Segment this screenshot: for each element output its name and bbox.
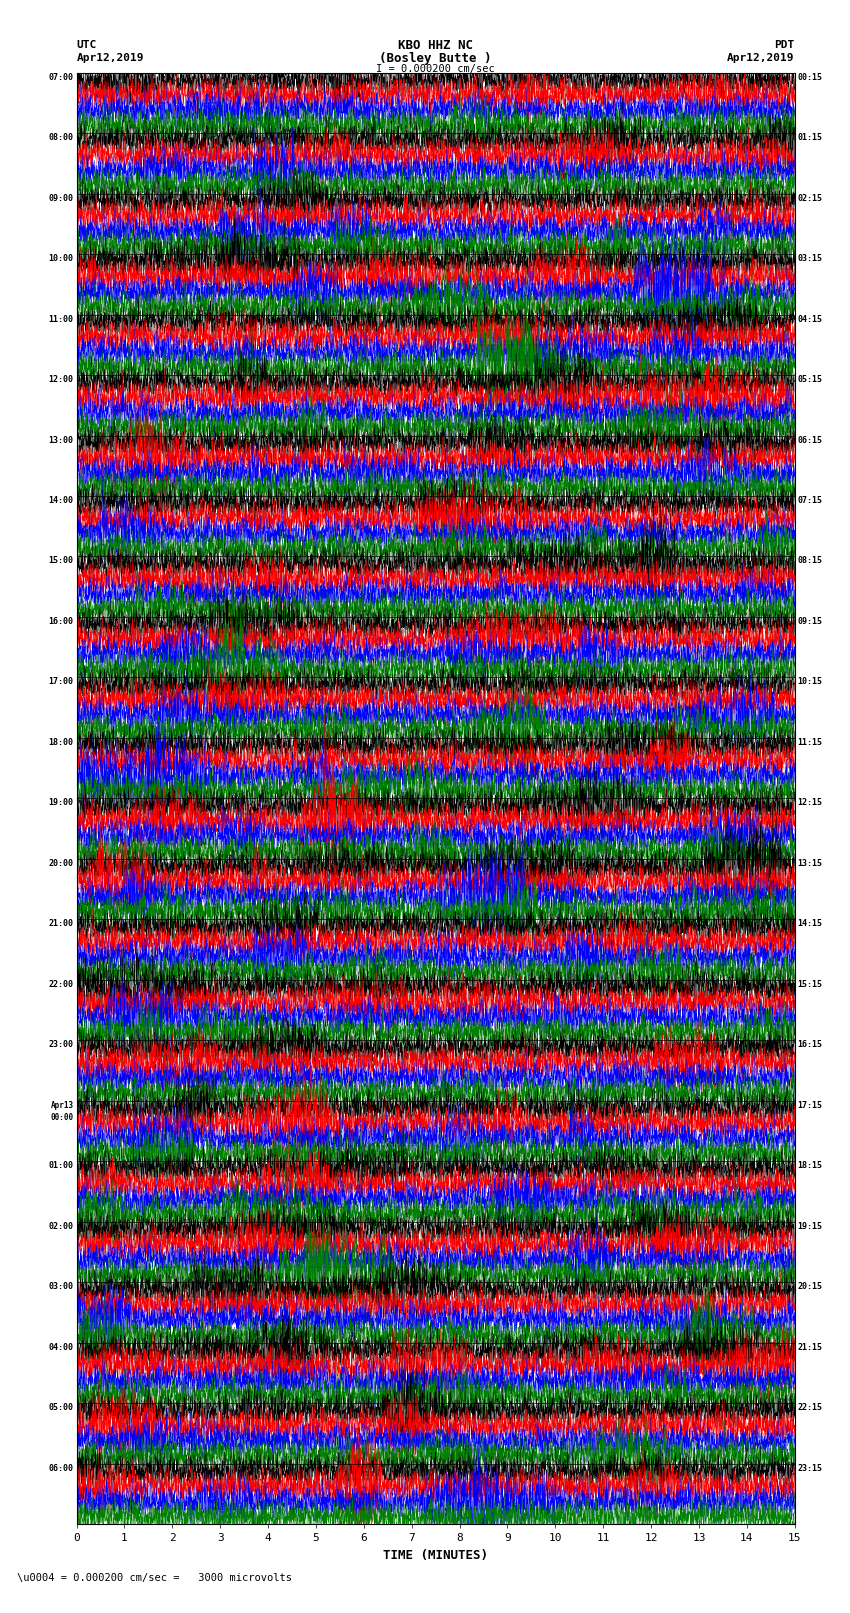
Text: 00:00: 00:00 [50, 1113, 74, 1123]
Text: 02:15: 02:15 [797, 194, 823, 203]
Text: 23:15: 23:15 [797, 1465, 823, 1473]
Text: 18:15: 18:15 [797, 1161, 823, 1171]
Text: 07:15: 07:15 [797, 497, 823, 505]
Text: 04:15: 04:15 [797, 315, 823, 324]
Text: 05:00: 05:00 [48, 1403, 74, 1413]
Text: 21:15: 21:15 [797, 1342, 823, 1352]
Text: 17:00: 17:00 [48, 677, 74, 687]
Text: 03:15: 03:15 [797, 255, 823, 263]
Text: 09:15: 09:15 [797, 618, 823, 626]
Text: 20:00: 20:00 [48, 858, 74, 868]
Text: 19:15: 19:15 [797, 1223, 823, 1231]
Text: 11:00: 11:00 [48, 315, 74, 324]
Text: 20:15: 20:15 [797, 1282, 823, 1292]
Text: 17:15: 17:15 [797, 1100, 823, 1110]
Text: 12:15: 12:15 [797, 798, 823, 808]
Text: 18:00: 18:00 [48, 737, 74, 747]
Text: 08:15: 08:15 [797, 556, 823, 566]
Text: 22:00: 22:00 [48, 979, 74, 989]
Text: 13:00: 13:00 [48, 436, 74, 445]
Text: 04:00: 04:00 [48, 1342, 74, 1352]
Text: 01:00: 01:00 [48, 1161, 74, 1171]
Text: \u0004 = 0.000200 cm/sec =   3000 microvolts: \u0004 = 0.000200 cm/sec = 3000 microvol… [17, 1573, 292, 1582]
Text: 09:00: 09:00 [48, 194, 74, 203]
Text: 03:00: 03:00 [48, 1282, 74, 1292]
Text: 13:15: 13:15 [797, 858, 823, 868]
Text: 08:00: 08:00 [48, 134, 74, 142]
Text: 14:15: 14:15 [797, 919, 823, 929]
Text: 10:00: 10:00 [48, 255, 74, 263]
Text: 19:00: 19:00 [48, 798, 74, 808]
Text: (Bosley Butte ): (Bosley Butte ) [379, 52, 492, 65]
Text: 06:15: 06:15 [797, 436, 823, 445]
Text: 22:15: 22:15 [797, 1403, 823, 1413]
Text: 16:15: 16:15 [797, 1040, 823, 1050]
Text: Apr13: Apr13 [50, 1100, 74, 1110]
Text: UTC: UTC [76, 40, 97, 50]
Text: 23:00: 23:00 [48, 1040, 74, 1050]
Text: 01:15: 01:15 [797, 134, 823, 142]
Text: 00:15: 00:15 [797, 73, 823, 82]
Text: Apr12,2019: Apr12,2019 [76, 53, 144, 63]
Text: 15:00: 15:00 [48, 556, 74, 566]
Text: 14:00: 14:00 [48, 497, 74, 505]
Text: 11:15: 11:15 [797, 737, 823, 747]
Text: 12:00: 12:00 [48, 376, 74, 384]
Text: 02:00: 02:00 [48, 1223, 74, 1231]
Text: 05:15: 05:15 [797, 376, 823, 384]
Text: 07:00: 07:00 [48, 73, 74, 82]
Text: Apr12,2019: Apr12,2019 [728, 53, 795, 63]
Text: KBO HHZ NC: KBO HHZ NC [398, 39, 473, 52]
Text: 10:15: 10:15 [797, 677, 823, 687]
X-axis label: TIME (MINUTES): TIME (MINUTES) [383, 1548, 488, 1561]
Text: 15:15: 15:15 [797, 979, 823, 989]
Text: 16:00: 16:00 [48, 618, 74, 626]
Text: 06:00: 06:00 [48, 1465, 74, 1473]
Text: 21:00: 21:00 [48, 919, 74, 929]
Text: PDT: PDT [774, 40, 795, 50]
Text: I = 0.000200 cm/sec: I = 0.000200 cm/sec [377, 65, 495, 74]
